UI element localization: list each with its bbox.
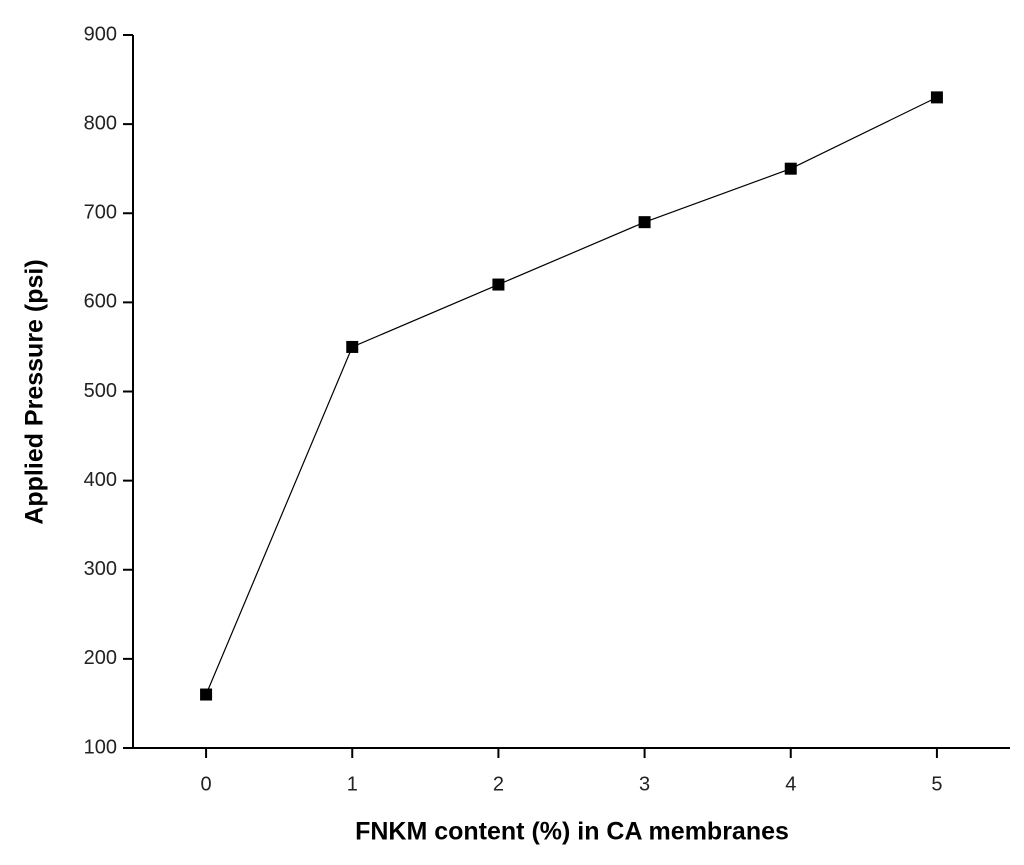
y-tick-label: 500 <box>84 380 117 402</box>
y-tick-label: 200 <box>84 647 117 669</box>
x-tick-label: 4 <box>785 773 796 795</box>
x-tick-label: 2 <box>493 773 504 795</box>
x-tick-label: 0 <box>201 773 212 795</box>
data-point <box>492 278 505 291</box>
x-tick-label: 5 <box>931 773 942 795</box>
y-tick-label: 100 <box>84 736 117 758</box>
data-point <box>784 162 797 175</box>
y-tick-label: 800 <box>84 112 117 134</box>
x-tick-label: 1 <box>347 773 358 795</box>
y-tick-label: 700 <box>84 202 117 224</box>
y-tick-label: 400 <box>84 469 117 491</box>
data-point <box>638 216 651 229</box>
data-point <box>200 688 213 701</box>
data-point <box>346 340 359 353</box>
x-axis-title: FNKM content (%) in CA membranes <box>355 818 789 846</box>
y-axis-title: Applied Pressure (psi) <box>21 259 49 524</box>
data-line <box>205 96 938 695</box>
y-tick-label: 300 <box>84 558 117 580</box>
y-tick-label: 900 <box>84 23 117 45</box>
data-point <box>930 91 943 104</box>
y-tick-label: 600 <box>84 291 117 313</box>
x-tick-label: 3 <box>639 773 650 795</box>
